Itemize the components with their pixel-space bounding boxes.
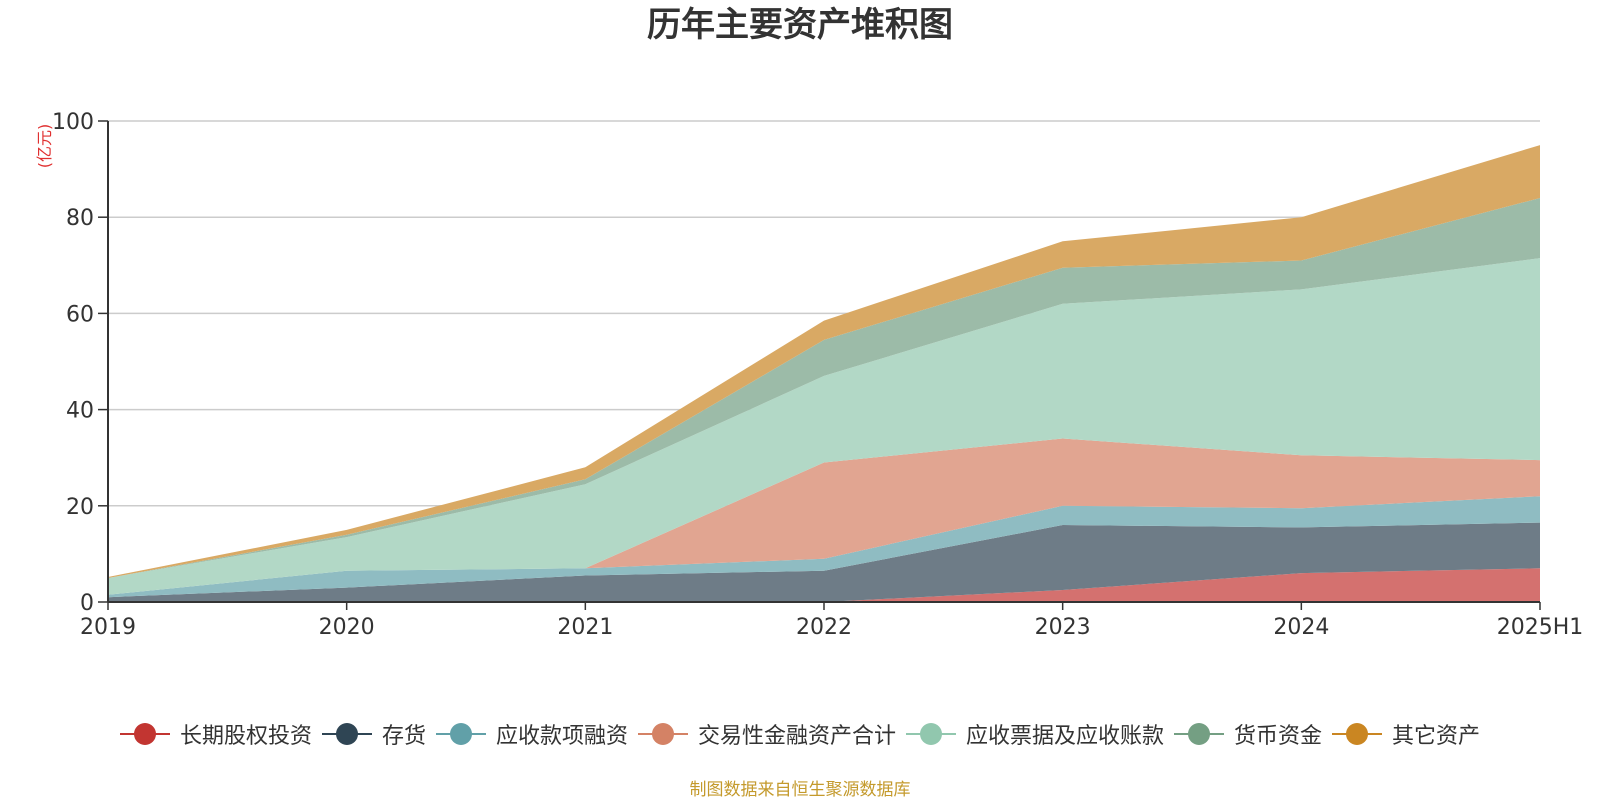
legend-label: 货币资金 [1234, 724, 1323, 749]
y-axis-label: (亿元) [35, 124, 54, 169]
legend-marker-icon [1174, 722, 1225, 746]
x-tick-label: 2019 [80, 615, 136, 640]
area-series-4[interactable] [108, 258, 1540, 595]
legend-marker-icon [1332, 722, 1383, 746]
y-tick-label: 20 [66, 495, 94, 520]
legend-item-4[interactable]: 应收票据及应收账款 [906, 718, 1164, 750]
legend-item-0[interactable]: 长期股权投资 [119, 718, 312, 750]
y-tick-label: 80 [66, 206, 94, 231]
axes [98, 120, 1541, 610]
stacked-area-chart: 0 20 40 60 80 100(亿元) 2019 2020 2021 2022 2023 2024… [35, 110, 1583, 640]
legend-marker-icon [321, 722, 372, 746]
x-tick-label: 2025H1 [1497, 615, 1584, 640]
x-tick-label: 2020 [319, 615, 375, 640]
source-note: 制图数据来自恒生聚源数据库 [689, 780, 911, 800]
y-tick-label: 0 [80, 591, 94, 616]
area-series-6[interactable] [108, 145, 1540, 578]
legend-item-5[interactable]: 货币资金 [1174, 718, 1322, 750]
area-series-3[interactable] [108, 438, 1540, 595]
chart-title: 历年主要资产堆积图 [647, 5, 953, 45]
legend-label: 应收款项融资 [495, 724, 628, 749]
y-tick-label: 60 [66, 302, 94, 327]
legend: 长期股权投资 存货 应收款项融资 交易性金融资产合计 应收票据及应收账款 货币资金 其它资产 [0, 718, 1600, 750]
legend-label: 长期股权投资 [179, 724, 312, 749]
x-tick-label: 2024 [1273, 615, 1329, 640]
x-tick-label: 2022 [796, 615, 852, 640]
legend-item-3[interactable]: 交易性金融资产合计 [637, 718, 896, 750]
area-series-0[interactable] [108, 568, 1540, 602]
tick-labels: 0 20 40 60 80 100(亿元) 2019 2020 2021 2022 2023 2024… [35, 110, 1583, 640]
legend-label: 交易性金融资产合计 [697, 724, 896, 749]
legend-marker-icon [906, 722, 956, 746]
x-tick-label: 2021 [557, 615, 613, 640]
area-series-1[interactable] [108, 522, 1540, 602]
area-series [108, 145, 1540, 602]
legend-label: 存货 [381, 724, 426, 749]
legend-label: 其它资产 [1392, 724, 1481, 749]
y-tick-label: 100 [52, 110, 94, 135]
legend-label: 应收票据及应收账款 [966, 724, 1165, 749]
area-series-5[interactable] [108, 198, 1540, 578]
legend-marker-icon [119, 722, 170, 746]
area-series-2[interactable] [108, 496, 1540, 598]
legend-item-2[interactable]: 应收款项融资 [435, 718, 628, 750]
x-tick-label: 2023 [1035, 615, 1091, 640]
legend-marker-icon [637, 722, 688, 746]
y-tick-label: 40 [66, 399, 94, 424]
legend-marker-icon [435, 722, 486, 746]
legend-item-6[interactable]: 其它资产 [1332, 718, 1480, 750]
legend-item-1[interactable]: 存货 [321, 718, 426, 750]
